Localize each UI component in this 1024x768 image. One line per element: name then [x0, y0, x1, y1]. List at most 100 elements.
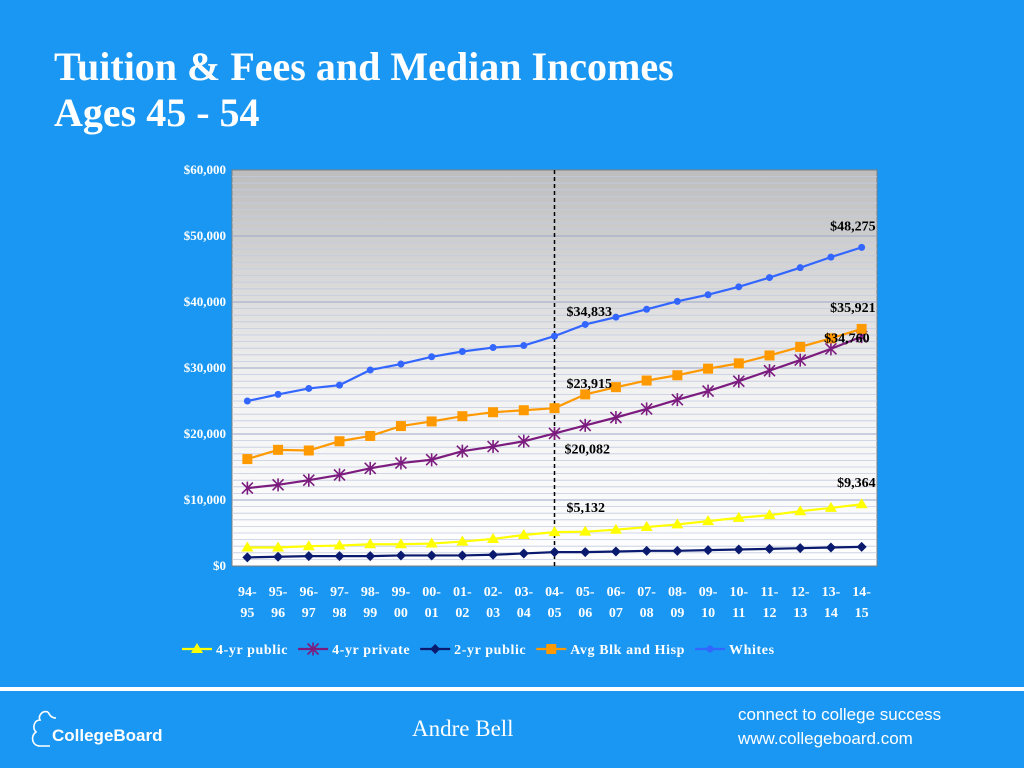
- data-point-s2: [733, 544, 744, 555]
- data-point-s4: [581, 320, 589, 328]
- data-point-s3: [641, 375, 652, 386]
- chart-container: $0 $10,000 $20,000 $30,000 $40,000 $50,000 $60…: [140, 160, 900, 670]
- legend-label: 4-yr public: [216, 643, 288, 658]
- data-point-s0: [824, 501, 837, 512]
- data-point-s0: [763, 509, 776, 520]
- x-tick-label-top: 96-: [299, 585, 318, 600]
- data-point-s0: [364, 538, 377, 549]
- x-tick-label-top: 09-: [699, 585, 718, 600]
- y-tick-label: $10,000: [184, 492, 226, 507]
- data-point-s1: [732, 374, 745, 388]
- data-point-s0: [548, 526, 561, 537]
- data-point-s2: [365, 551, 376, 562]
- data-point-s2: [764, 543, 775, 554]
- data-point-s1: [425, 453, 438, 467]
- data-label: $34,833: [567, 305, 613, 320]
- data-point-s2: [703, 545, 714, 556]
- data-point-s3: [795, 341, 806, 352]
- x-tick-label-bottom: 96: [271, 606, 285, 621]
- data-label: $9,364: [837, 476, 876, 491]
- data-point-s1: [456, 444, 469, 458]
- data-point-s0: [394, 538, 407, 549]
- presenter-name: Andre Bell: [412, 716, 514, 741]
- data-point-s3: [365, 430, 376, 441]
- data-point-s4: [397, 360, 405, 368]
- data-point-s1: [302, 473, 315, 487]
- data-point-s2: [273, 551, 284, 562]
- data-point-s2: [672, 545, 683, 556]
- data-point-s3: [457, 411, 468, 422]
- legend-marker-3: [546, 644, 557, 654]
- legend-marker-0: [191, 643, 203, 653]
- data-point-s4: [274, 390, 282, 398]
- data-point-s3: [825, 333, 836, 344]
- data-point-s0: [487, 532, 500, 543]
- data-point-s3: [549, 403, 560, 414]
- data-point-s3: [764, 350, 775, 361]
- legend-marker-1: [307, 642, 320, 656]
- data-point-s3: [426, 416, 437, 427]
- x-tick-label-top: 94-: [238, 585, 257, 600]
- collegeboard-logo-icon: [31, 710, 57, 747]
- x-tick-label-top: 07-: [637, 585, 656, 600]
- data-point-s0: [702, 515, 715, 526]
- x-tick-label-top: 10-: [729, 585, 748, 600]
- data-point-s4: [735, 283, 743, 291]
- data-point-s1: [579, 418, 592, 432]
- line-chart: $0 $10,000 $20,000 $30,000 $40,000 $50,000 $60…: [182, 162, 878, 658]
- y-tick-label: $20,000: [184, 426, 226, 441]
- y-tick-label: $30,000: [184, 360, 226, 375]
- legend-marker-2: [430, 644, 441, 654]
- x-tick-label-top: 14-: [852, 585, 871, 600]
- data-point-s1: [364, 461, 377, 475]
- data-point-s1: [640, 402, 653, 416]
- data-point-s1: [333, 468, 346, 482]
- data-point-s2: [334, 551, 345, 562]
- data-point-s4: [858, 243, 866, 251]
- x-tick-label-bottom: 12: [763, 606, 777, 621]
- data-point-s3: [580, 389, 591, 400]
- tagline-url: www.collegeboard.com: [738, 729, 913, 748]
- data-point-s2: [641, 545, 652, 556]
- x-tick-label-top: 11-: [761, 585, 779, 600]
- x-tick-label-bottom: 15: [855, 606, 869, 621]
- data-point-s0: [517, 528, 530, 539]
- data-point-s1: [241, 481, 254, 495]
- data-point-s0: [794, 505, 807, 516]
- data-point-s4: [336, 381, 343, 389]
- data-point-s2: [457, 550, 468, 561]
- data-point-s1: [487, 440, 500, 454]
- title-line-1: Tuition & Fees and Median Incomes: [54, 44, 674, 89]
- x-tick-label-bottom: 06: [578, 606, 592, 621]
- data-point-s3: [672, 370, 683, 381]
- data-point-s2: [856, 541, 867, 552]
- data-label: $5,132: [567, 501, 606, 516]
- x-tick-label-bottom: 11: [732, 606, 745, 621]
- x-tick-label-top: 08-: [668, 585, 687, 600]
- data-point-s2: [795, 543, 806, 554]
- x-tick-label-top: 01-: [453, 585, 472, 600]
- x-tick-label-top: 99-: [392, 585, 411, 600]
- logo-text: CollegeBoard: [52, 726, 163, 745]
- y-tick-label: $60,000: [184, 162, 226, 177]
- x-tick-label-bottom: 97: [302, 606, 316, 621]
- data-point-s3: [273, 444, 284, 455]
- data-point-s0: [609, 523, 622, 534]
- data-point-s3: [488, 407, 499, 418]
- y-tick-label: $0: [213, 558, 226, 573]
- data-point-s2: [518, 548, 529, 559]
- x-tick-label-bottom: 01: [425, 606, 439, 621]
- x-tick-label-top: 13-: [822, 585, 841, 600]
- x-tick-label-bottom: 09: [670, 606, 684, 621]
- legend-label: 4-yr private: [332, 643, 410, 658]
- data-point-s2: [242, 552, 253, 563]
- data-point-s3: [303, 445, 314, 456]
- data-point-s1: [794, 353, 807, 367]
- y-tick-label: $40,000: [184, 294, 226, 309]
- data-point-s4: [612, 313, 620, 321]
- data-point-s2: [825, 542, 836, 553]
- legend-label: Avg Blk and Hisp: [570, 643, 685, 658]
- data-point-s4: [673, 297, 681, 305]
- data-label: $20,082: [565, 442, 611, 457]
- data-point-s0: [579, 525, 592, 536]
